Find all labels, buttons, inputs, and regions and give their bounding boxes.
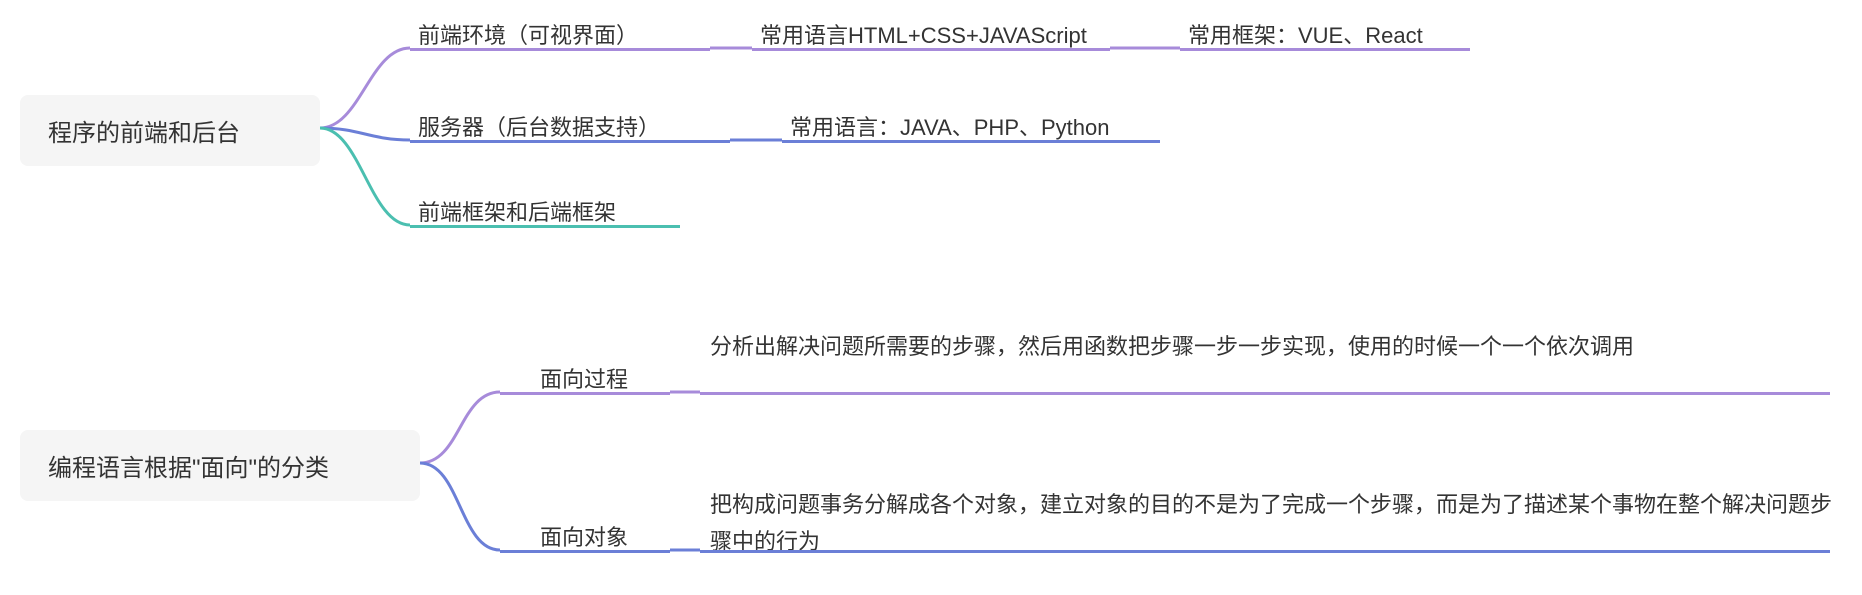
branch-underline bbox=[410, 48, 710, 51]
root-node-frontend-backend[interactable]: 程序的前端和后台 bbox=[20, 95, 320, 166]
branch-label-server: 服务器（后台数据支持） bbox=[418, 110, 660, 142]
root-label: 编程语言根据"面向"的分类 bbox=[48, 448, 329, 483]
branch-underline bbox=[500, 550, 670, 553]
child-underline bbox=[752, 48, 1110, 51]
child-label-server-lang: 常用语言：JAVA、PHP、Python bbox=[790, 110, 1109, 142]
branch-underline bbox=[500, 392, 670, 395]
branch-underline bbox=[410, 140, 730, 143]
branch-label-frontend-env: 前端环境（可视界面） bbox=[418, 18, 638, 50]
root-label: 程序的前端和后台 bbox=[48, 113, 240, 148]
desc-underline bbox=[700, 392, 1830, 395]
branch-underline bbox=[410, 225, 680, 228]
child-label-frontend-lang: 常用语言HTML+CSS+JAVAScript bbox=[760, 18, 1087, 50]
child-label-frontend-framework: 常用框架：VUE、React bbox=[1188, 18, 1423, 50]
child-underline bbox=[1180, 48, 1470, 51]
branch-label-frameworks: 前端框架和后端框架 bbox=[418, 195, 616, 227]
branch-label-oop: 面向对象 bbox=[540, 520, 628, 552]
child-underline bbox=[782, 140, 1160, 143]
desc-procedural: 分析出解决问题所需要的步骤，然后用函数把步骤一步一步实现，使用的时候一个一个依次… bbox=[710, 328, 1634, 365]
desc-underline bbox=[700, 550, 1830, 553]
branch-label-procedural: 面向过程 bbox=[540, 362, 628, 394]
root-node-paradigm[interactable]: 编程语言根据"面向"的分类 bbox=[20, 430, 420, 501]
